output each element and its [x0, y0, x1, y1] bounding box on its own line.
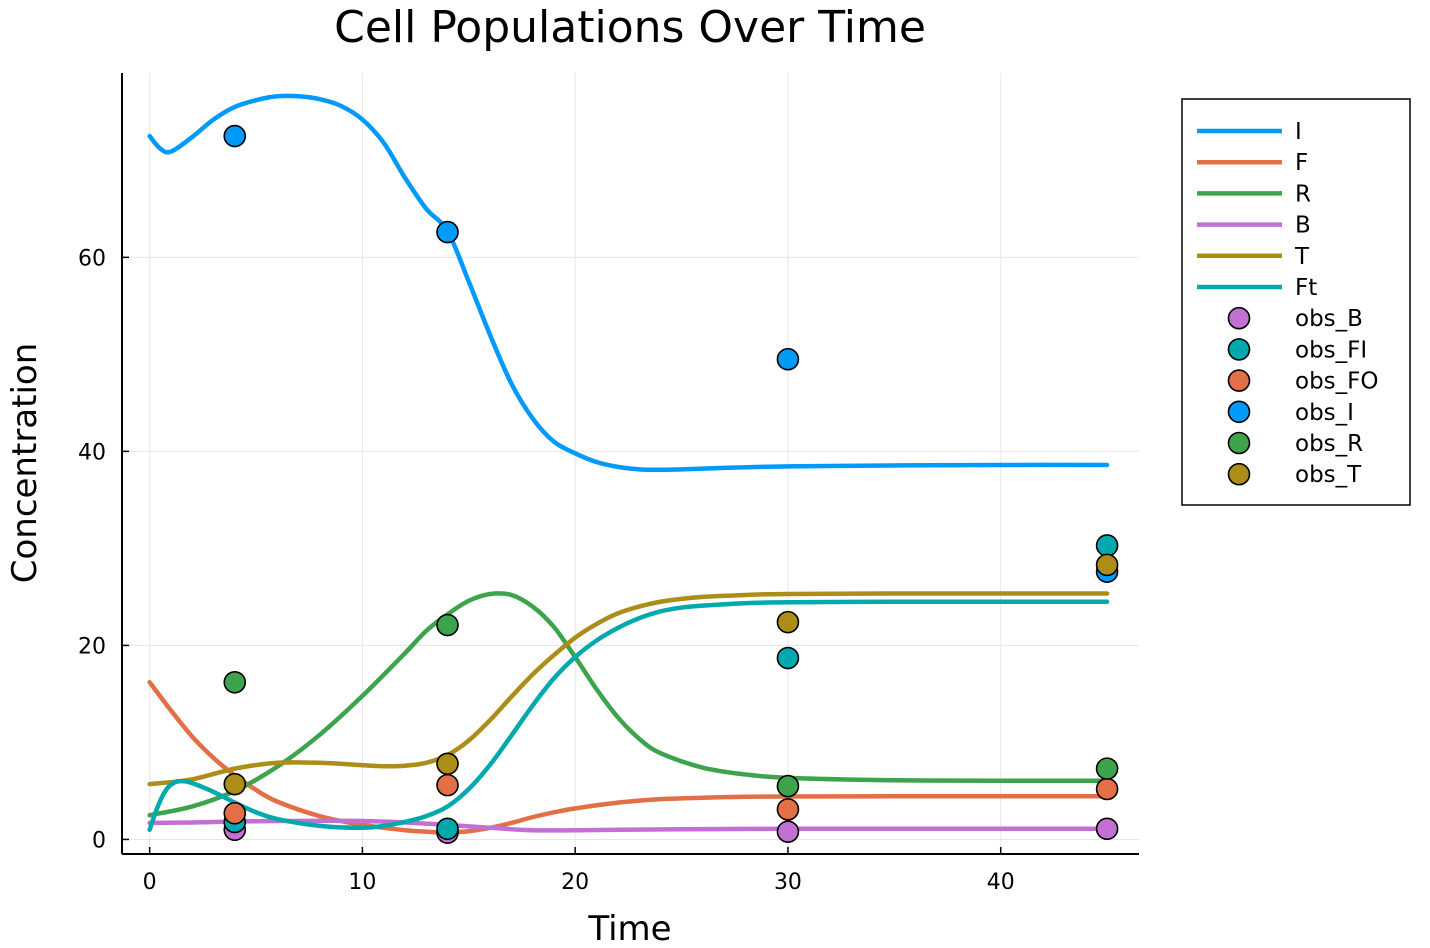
legend-label: I [1295, 119, 1302, 145]
legend-label: obs_FO [1295, 369, 1379, 395]
axes [121, 73, 1139, 855]
legend-label: R [1295, 181, 1311, 207]
point-obs-fo [436, 773, 459, 797]
legend-box [1181, 98, 1411, 506]
point-obs-r [436, 613, 459, 637]
y-tick-label: 40 [78, 440, 106, 465]
point-obs-fo [1095, 777, 1119, 801]
series-line-t [147, 591, 1110, 787]
y-tick-label: 60 [78, 246, 106, 271]
point-obs-fi [776, 646, 800, 670]
x-tick-label: 0 [143, 870, 157, 895]
legend-marker-obs-fo [1227, 369, 1251, 392]
point-obs-fo [776, 798, 800, 821]
legend-label: obs_I [1295, 400, 1354, 426]
grid [122, 73, 1139, 854]
legend-label: T [1294, 244, 1310, 270]
legend-label: B [1295, 213, 1311, 239]
point-obs-r [1095, 757, 1119, 780]
point-obs-fi [1095, 534, 1119, 557]
series-line-b [147, 818, 1110, 833]
point-obs-fo [223, 801, 247, 825]
series-line-r [147, 591, 1110, 818]
legend-label: obs_T [1295, 462, 1362, 488]
legend-label: Ft [1295, 275, 1317, 301]
point-obs-b [776, 820, 800, 843]
x-tick-label: 40 [987, 870, 1015, 895]
legend-marker-obs-t [1227, 462, 1251, 486]
y-axis-label: Concentration [5, 343, 45, 584]
legend-marker-obs-i [1227, 400, 1251, 424]
y-tick-label: 20 [78, 634, 106, 659]
legend-marker-obs-r [1227, 431, 1251, 455]
chart-title: Cell Populations Over Time [334, 2, 926, 53]
point-obs-t [436, 752, 459, 776]
x-tick-label: 20 [561, 870, 589, 895]
series-lines [147, 93, 1110, 835]
point-obs-t [1095, 553, 1119, 577]
ticks: 0 10 20 30 40 0 20 40 60 [78, 246, 1015, 895]
y-tick-label: 0 [92, 828, 106, 853]
point-obs-i [776, 347, 800, 371]
point-obs-t [223, 772, 247, 796]
x-tick-label: 30 [774, 870, 802, 895]
series-line-ft [147, 599, 1110, 832]
point-obs-b [1095, 817, 1119, 841]
legend-label: F [1295, 150, 1308, 176]
point-obs-i [223, 124, 247, 148]
x-tick-label: 10 [348, 870, 376, 895]
point-obs-r [776, 774, 800, 798]
x-axis-label: Time [587, 909, 671, 948]
point-obs-i [436, 220, 459, 244]
observation-points [223, 124, 1119, 844]
legend-marker-obs-fi [1227, 338, 1251, 361]
legend-label: obs_FI [1295, 337, 1367, 363]
series-line-i [147, 93, 1110, 473]
point-obs-fi [436, 817, 459, 841]
legend-label: obs_B [1295, 306, 1363, 332]
legend-label: obs_R [1295, 431, 1363, 457]
legend-marker-obs-b [1227, 306, 1251, 330]
point-obs-r [223, 670, 247, 694]
point-obs-t [776, 610, 800, 634]
